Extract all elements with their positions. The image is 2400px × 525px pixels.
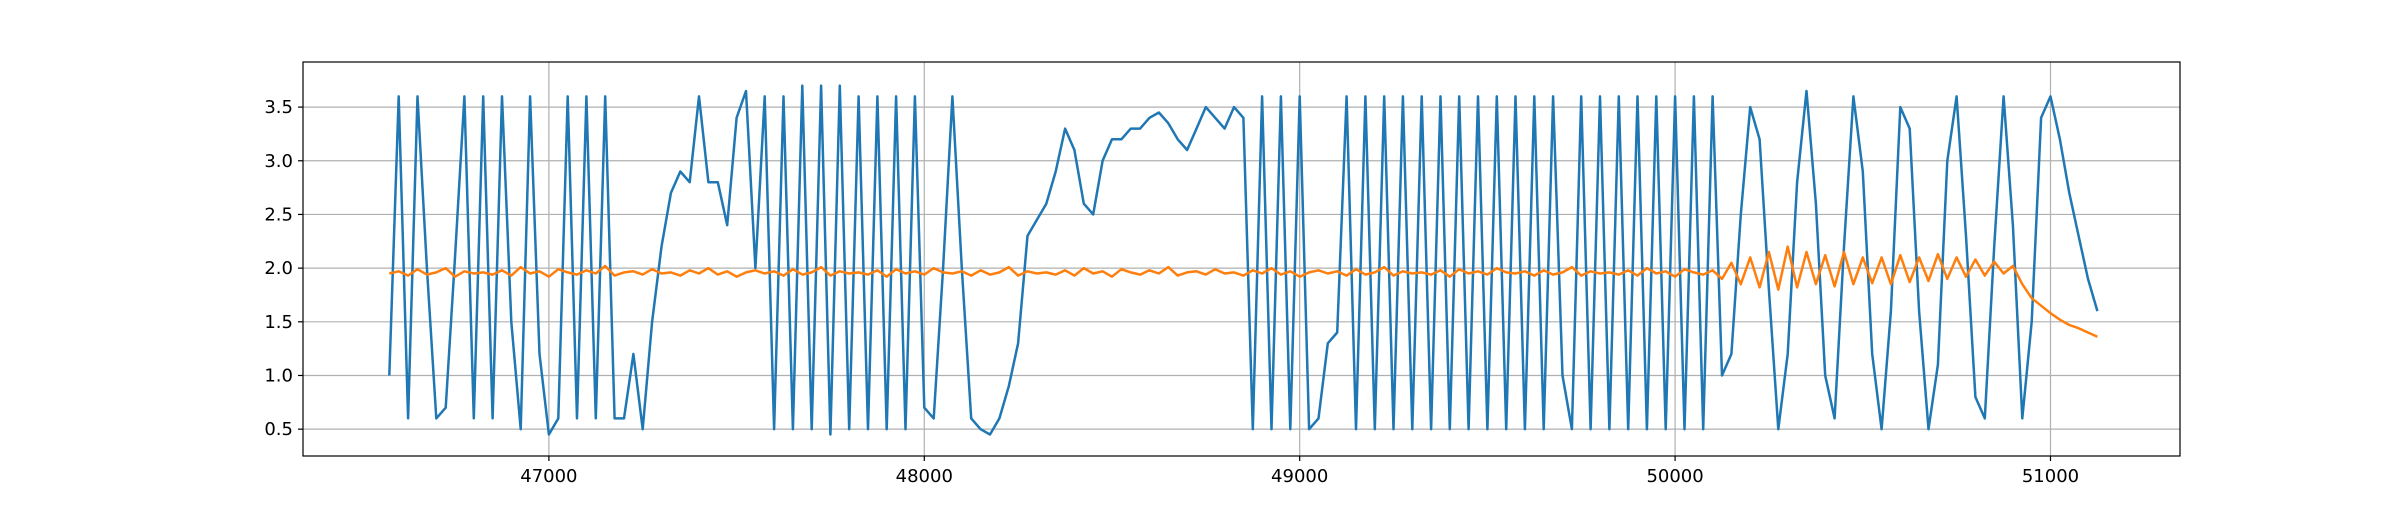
x-tick-label: 51000 xyxy=(2022,466,2079,487)
y-tick-label: 3.0 xyxy=(264,151,293,172)
y-tick-label: 2.0 xyxy=(264,258,293,279)
y-tick-label: 1.5 xyxy=(264,312,293,333)
y-tick-label: 2.5 xyxy=(264,204,293,225)
line-series xyxy=(389,245,2098,338)
line-series xyxy=(388,84,2099,436)
y-tick-label: 3.5 xyxy=(264,97,293,118)
x-tick-label: 47000 xyxy=(520,466,577,487)
x-tick-label: 48000 xyxy=(896,466,953,487)
x-tick-label: 49000 xyxy=(1271,466,1328,487)
plot-frame xyxy=(302,61,2181,457)
y-tick-label: 0.5 xyxy=(264,419,293,440)
y-tick-label: 1.0 xyxy=(264,365,293,386)
x-tick-label: 50000 xyxy=(1646,466,1703,487)
